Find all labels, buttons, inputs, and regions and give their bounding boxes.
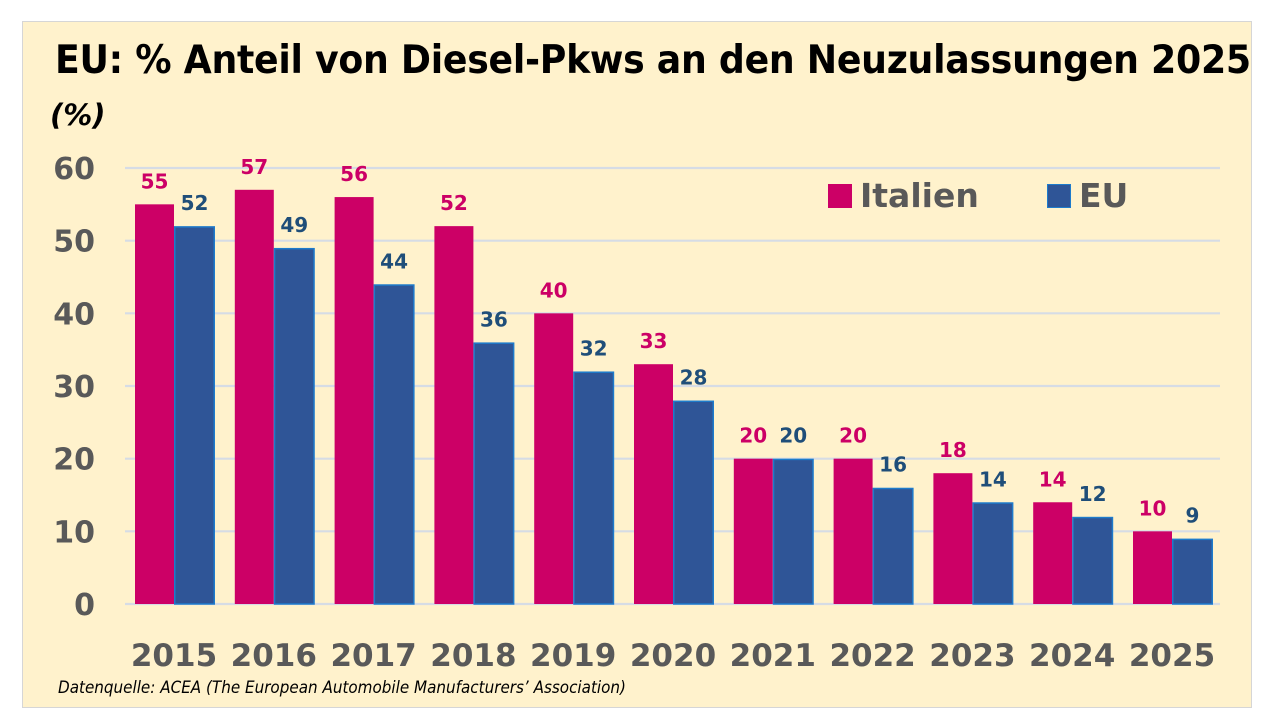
bar-italien-2023 xyxy=(933,473,973,604)
data-label-eu-2025: 9 xyxy=(1186,504,1200,528)
legend-swatch-italien xyxy=(828,183,852,208)
bar-italien-2020 xyxy=(634,364,673,604)
legend-label-italien: Italien xyxy=(860,176,979,215)
x-tick-label-2025: 2025 xyxy=(1129,638,1215,674)
bar-italien-2025 xyxy=(1133,531,1172,604)
x-axis-ticks: 2015 2016 2017 2018 2019 2020 2021 2022 2023 2024… xyxy=(131,638,1215,674)
bar-eu-2024 xyxy=(1072,516,1114,605)
bar-eu-2015 xyxy=(174,226,215,605)
x-tick-label-2020: 2020 xyxy=(630,638,716,674)
y-tick-label: 30 xyxy=(53,370,95,405)
x-tick-label-2018: 2018 xyxy=(430,638,516,674)
bar-italien-2015 xyxy=(135,204,174,605)
data-label-eu-2018: 36 xyxy=(480,307,508,331)
data-label-eu-2020: 28 xyxy=(680,366,708,390)
x-tick-label-2017: 2017 xyxy=(330,638,416,674)
data-label-italien-2020: 33 xyxy=(640,329,668,353)
x-tick-label-2023: 2023 xyxy=(929,638,1015,674)
bar-eu-2019 xyxy=(573,371,615,605)
legend-item-eu: EU xyxy=(1047,176,1128,215)
bar-italien-2024 xyxy=(1033,502,1073,604)
legend-item-italien: Italien xyxy=(828,176,979,215)
y-tick-label: 40 xyxy=(53,297,95,332)
legend-swatch-eu xyxy=(1047,183,1071,208)
data-label-italien-2023: 18 xyxy=(939,438,967,462)
y-axis-unit-label: (%) xyxy=(50,98,106,132)
bar-eu-2018 xyxy=(473,342,515,605)
y-tick-label: 60 xyxy=(53,152,95,187)
legend-label-eu: EU xyxy=(1079,176,1129,215)
data-source-note: Datenquelle: ACEA (The European Automobi… xyxy=(58,678,626,697)
data-label-eu-2019: 32 xyxy=(580,336,608,360)
data-labels: 55 52 57 49 56 44 52 36 40 32 33 28 20 20 20 16 18 14 14 12… xyxy=(141,155,1200,528)
bar-italien-2017 xyxy=(334,197,374,605)
data-label-italien-2021: 20 xyxy=(739,424,767,448)
bar-eu-2023 xyxy=(972,502,1014,605)
data-label-eu-2024: 12 xyxy=(1079,482,1107,506)
data-label-eu-2023: 14 xyxy=(979,467,1007,491)
x-tick-label-2015: 2015 xyxy=(131,638,217,674)
data-label-italien-2019: 40 xyxy=(540,278,568,302)
bar-eu-2022 xyxy=(872,487,914,605)
data-label-eu-2021: 20 xyxy=(779,424,807,448)
bar-italien-2021 xyxy=(733,458,773,604)
bar-eu-2021 xyxy=(772,458,814,605)
data-label-eu-2016: 49 xyxy=(280,213,308,237)
bar-italien-2022 xyxy=(833,458,873,604)
bar-eu-2025 xyxy=(1172,538,1213,605)
y-tick-label: 0 xyxy=(74,588,95,623)
bar-eu-2016 xyxy=(273,247,315,605)
bar-italien-2019 xyxy=(534,313,574,604)
data-label-italien-2015: 55 xyxy=(141,169,169,193)
x-tick-label-2024: 2024 xyxy=(1029,638,1115,674)
data-label-italien-2025: 10 xyxy=(1139,496,1167,520)
chart-title: EU: % Anteil von Diesel-Pkws an den Neuz… xyxy=(55,38,1251,83)
data-label-italien-2017: 56 xyxy=(340,162,368,186)
data-label-eu-2022: 16 xyxy=(879,453,907,477)
y-tick-label: 50 xyxy=(53,225,95,260)
data-label-italien-2016: 57 xyxy=(240,155,268,179)
y-axis-ticks: 0 10 20 30 40 50 60 xyxy=(53,152,95,623)
data-label-italien-2018: 52 xyxy=(440,191,468,215)
data-label-italien-2022: 20 xyxy=(839,424,867,448)
bar-eu-2020 xyxy=(673,400,714,605)
y-tick-label: 20 xyxy=(53,443,95,478)
x-tick-label-2016: 2016 xyxy=(231,638,317,674)
bar-eu-2017 xyxy=(373,284,415,605)
x-tick-label-2022: 2022 xyxy=(829,638,915,674)
x-tick-label-2019: 2019 xyxy=(530,638,616,674)
bar-italien-2018 xyxy=(434,226,474,604)
data-label-eu-2017: 44 xyxy=(380,249,408,273)
x-tick-label-2021: 2021 xyxy=(730,638,816,674)
y-tick-label: 10 xyxy=(53,515,95,550)
bars xyxy=(135,189,1213,605)
data-label-eu-2015: 52 xyxy=(181,191,209,215)
bar-italien-2016 xyxy=(234,189,274,605)
data-label-italien-2024: 14 xyxy=(1039,467,1067,491)
